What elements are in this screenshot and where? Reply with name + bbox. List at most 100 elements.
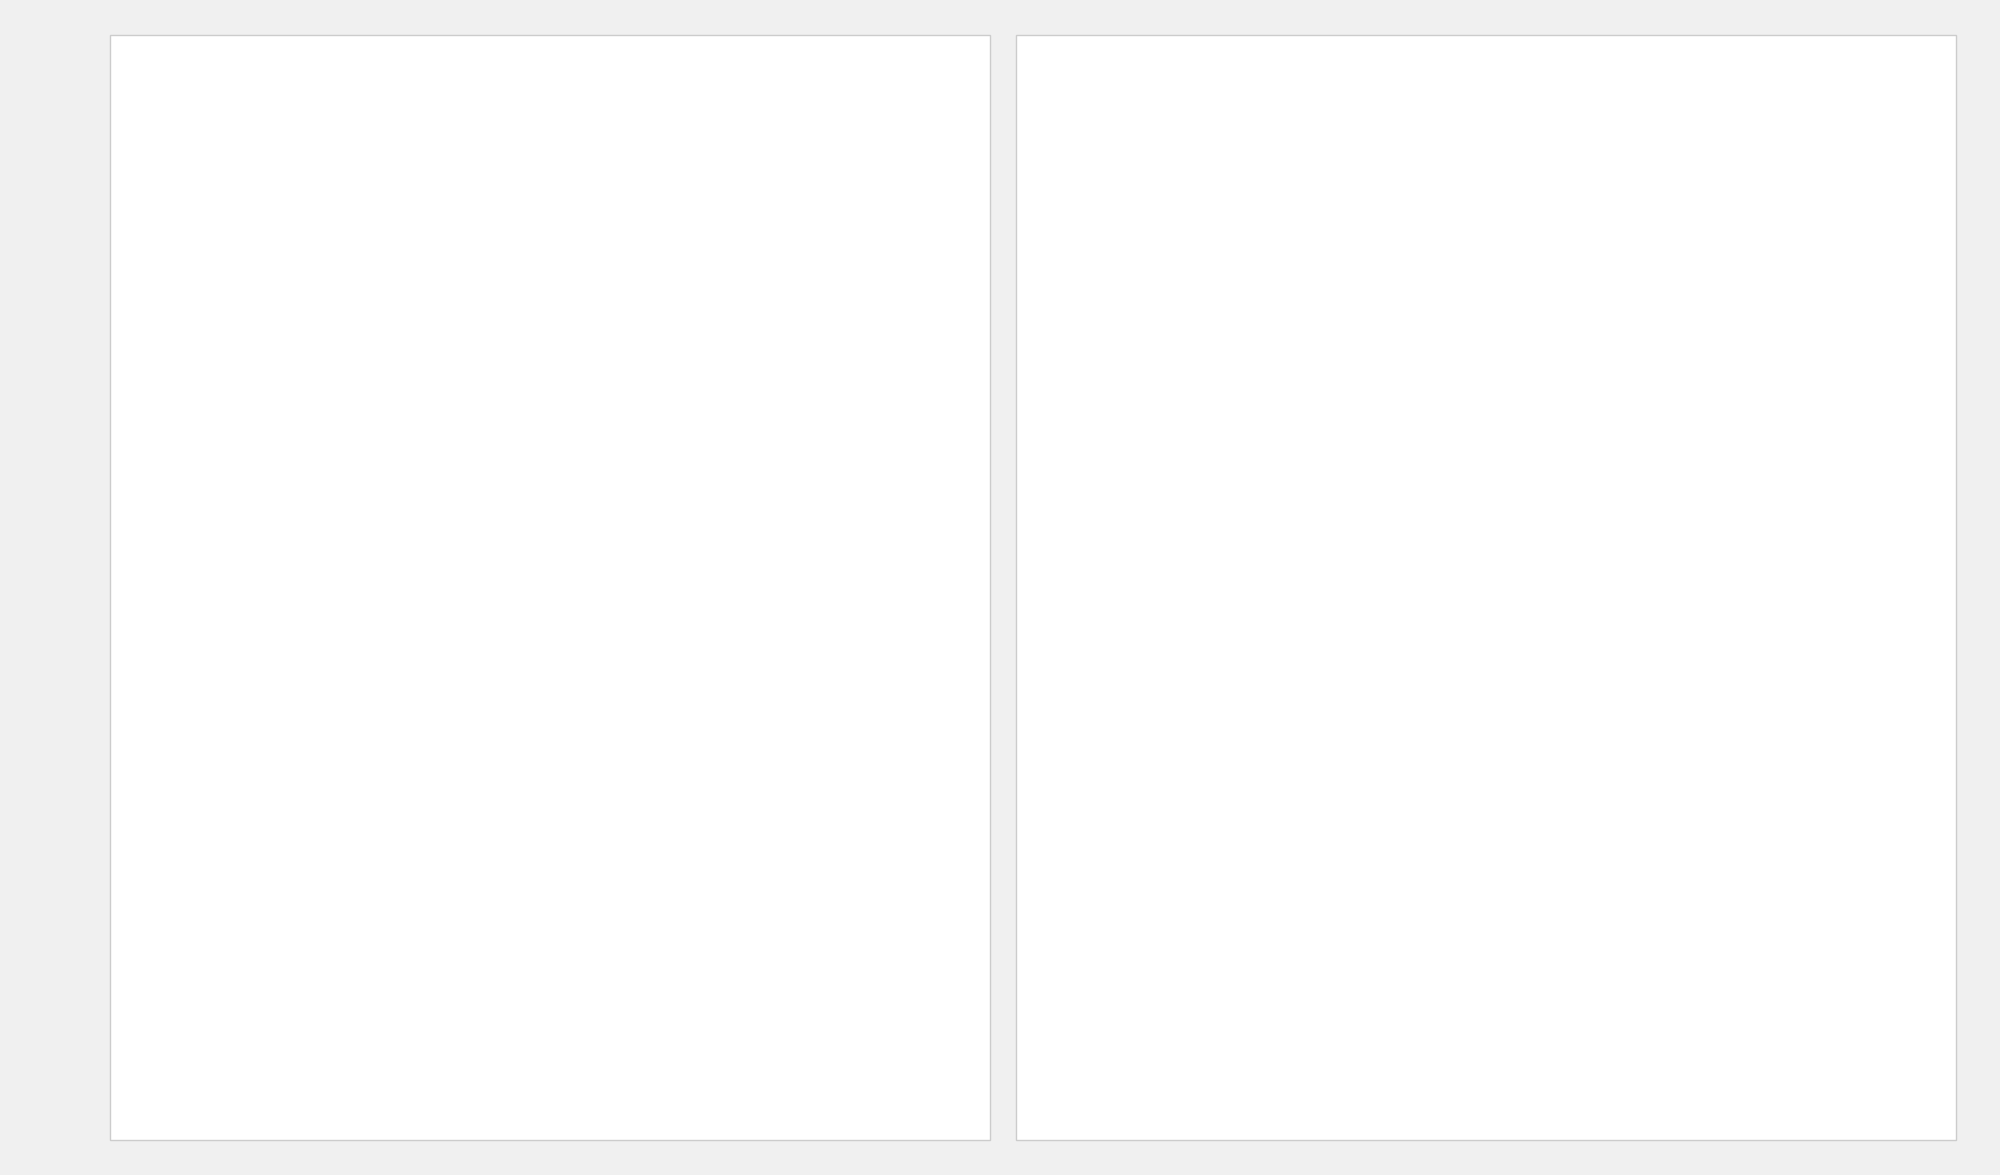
Text: 0.43: 0.43	[712, 398, 736, 409]
Bar	[110, 607, 990, 690]
Bar	[110, 935, 990, 1018]
Text: 0: 0	[1554, 562, 1562, 572]
Text: Bernardo Mota Veiga de
Carvalho e Silva: Bernardo Mota Veiga de Carvalho e Silva	[116, 638, 252, 660]
Bar	[302, 959, 444, 993]
Text: -0.058: -0.058	[406, 889, 440, 899]
Bar	[340, 550, 444, 584]
Bar	[110, 526, 990, 607]
Bar	[110, 1018, 990, 1099]
Bar	[444, 304, 844, 338]
Ellipse shape	[1208, 32, 1538, 67]
Bar	[110, 444, 990, 526]
Bar	[110, 853, 990, 935]
Bar	[444, 141, 450, 175]
Text: Kevin De Bruyne: Kevin De Bruyne	[116, 807, 210, 818]
Text: Aymeric  Laporte: Aymeric Laporte	[1026, 481, 1122, 490]
Bar	[426, 387, 444, 421]
Bar	[1016, 853, 1956, 935]
Text: -0.233: -0.233	[406, 971, 440, 981]
Bar	[444, 795, 584, 830]
Bar	[444, 222, 886, 257]
Text: Kevin De Bruyne: Kevin De Bruyne	[1026, 726, 1120, 736]
Bar	[1016, 607, 1956, 690]
Text: 0: 0	[1554, 971, 1562, 981]
Bar	[426, 468, 444, 503]
Text: -0.119: -0.119	[406, 726, 440, 736]
Text: Oleksandr Zinchenko: Oleksandr Zinchenko	[1026, 316, 1146, 327]
Bar	[1016, 199, 1956, 281]
Text: Raheem Sterling: Raheem Sterling	[116, 1053, 210, 1063]
Text: Fernando Luiz Rosa: Fernando Luiz Rosa	[116, 562, 226, 572]
Text: 0: 0	[1554, 644, 1562, 653]
Text: 0: 0	[1788, 971, 1796, 981]
Text: 0: 0	[1554, 153, 1562, 163]
Text: -0.161: -0.161	[406, 235, 440, 244]
Text: 0: 0	[1554, 481, 1562, 490]
Text: 0: 0	[1788, 889, 1796, 899]
Text: 0.43: 0.43	[712, 481, 736, 490]
Text: Riyad Mahrez: Riyad Mahrez	[116, 971, 194, 981]
Text: İlkay Gündoğan: İlkay Gündoğan	[116, 725, 206, 737]
Bar	[1016, 118, 1956, 199]
Bar	[1016, 281, 1956, 363]
Text: 0: 0	[1554, 807, 1562, 818]
Text: 0.28: 0.28	[622, 644, 646, 653]
Text: Ederson Santana de
Moraes: Ederson Santana de Moraes	[1026, 147, 1140, 169]
Text: 0: 0	[1554, 398, 1562, 409]
Text: 0.06: 0.06	[488, 1053, 512, 1063]
Bar	[110, 199, 990, 281]
Text: João Pedro Cavaco
Cancelo: João Pedro Cavaco Cancelo	[116, 310, 222, 333]
Text: 0: 0	[1788, 398, 1796, 409]
Bar	[346, 222, 444, 257]
Text: -0.221: -0.221	[406, 644, 440, 653]
Ellipse shape	[326, 29, 562, 69]
Text: Raheem Sterling: Raheem Sterling	[1026, 1053, 1120, 1063]
Ellipse shape	[302, 26, 586, 73]
Bar	[444, 1041, 480, 1075]
Text: 0.01: 0.01	[458, 153, 482, 163]
Bar	[110, 690, 990, 772]
Text: -0.03: -0.03	[412, 481, 440, 490]
Text: Phil Foden: Phil Foden	[116, 889, 174, 899]
Text: Riyad Mahrez: Riyad Mahrez	[1026, 971, 1102, 981]
Text: 0.02: 0.02	[464, 889, 488, 899]
Text: 0.24: 0.24	[596, 726, 620, 736]
Text: 0.73: 0.73	[894, 235, 918, 244]
Bar	[1016, 1018, 1956, 1099]
Text: 0: 0	[1788, 316, 1796, 327]
Bar	[444, 550, 644, 584]
Bar	[372, 713, 444, 747]
Text: 0: 0	[1788, 1053, 1796, 1063]
Text: xT from Dribbles: xT from Dribbles	[1026, 38, 1248, 61]
Text: 0: 0	[1788, 807, 1796, 818]
Bar	[310, 632, 444, 666]
Text: İlkay Gündoğan: İlkay Gündoğan	[1026, 562, 1114, 573]
Bar	[216, 1041, 444, 1075]
Ellipse shape	[1190, 29, 1556, 69]
Text: -0.153: -0.153	[406, 316, 440, 327]
Bar	[1016, 444, 1956, 526]
Bar	[382, 795, 444, 830]
Text: 0.19: 0.19	[566, 971, 590, 981]
Text: 0: 0	[1554, 316, 1562, 327]
Text: xT from Passes: xT from Passes	[116, 38, 318, 61]
Ellipse shape	[1154, 26, 1594, 73]
Bar	[110, 772, 990, 853]
Bar	[444, 632, 614, 666]
Text: -0.029: -0.029	[406, 398, 440, 409]
Text: MCFC: MCFC	[1366, 59, 1380, 63]
Text: 0: 0	[1554, 889, 1562, 899]
Text: 0: 0	[1554, 726, 1562, 736]
Bar	[110, 118, 990, 199]
Text: 0: 0	[1788, 562, 1796, 572]
Text: 0: 0	[1554, 235, 1562, 244]
Text: 0.33: 0.33	[652, 562, 676, 572]
Bar	[110, 281, 990, 363]
Text: 0: 0	[1788, 153, 1796, 163]
Bar	[1016, 526, 1956, 607]
Text: 0: 0	[1788, 726, 1796, 736]
Bar	[408, 877, 444, 912]
Text: 0: 0	[434, 153, 440, 163]
Bar	[444, 959, 560, 993]
Bar	[444, 387, 704, 421]
